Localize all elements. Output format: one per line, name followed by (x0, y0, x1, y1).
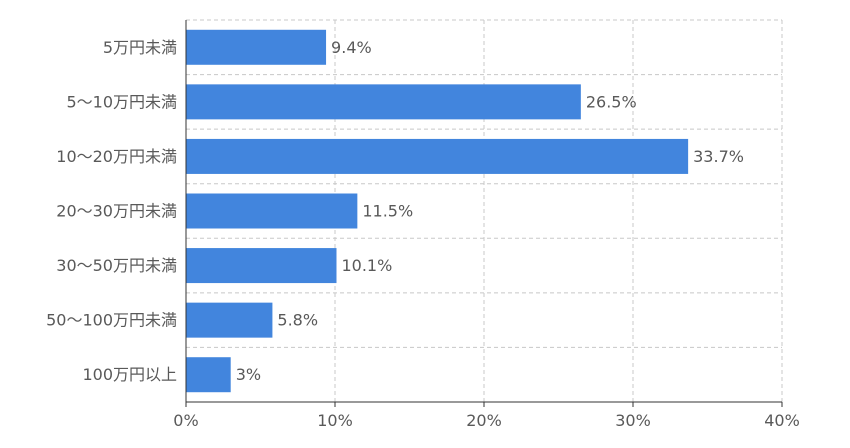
category-label: 10〜20万円未満 (56, 147, 177, 166)
axis-layer: 0% 10% 20% 30% 40% (173, 20, 800, 430)
x-tick-label: 30% (615, 411, 651, 430)
value-label: 3% (236, 365, 261, 384)
category-label: 20〜30万円未満 (56, 202, 177, 221)
bar (186, 193, 358, 229)
value-label: 26.5% (586, 92, 637, 111)
x-tick-label: 40% (764, 411, 800, 430)
bar (186, 84, 581, 120)
x-tick-label: 0% (173, 411, 198, 430)
x-tick-label: 20% (466, 411, 502, 430)
category-label: 100万円以上 (82, 365, 177, 384)
bar (186, 248, 337, 284)
bar (186, 302, 273, 338)
category-label: 5万円未満 (103, 38, 177, 57)
bar (186, 357, 231, 393)
value-label: 5.8% (277, 311, 318, 330)
bar (186, 138, 689, 174)
grid-layer (186, 19, 783, 402)
value-label: 11.5% (362, 202, 413, 221)
x-tick-label: 10% (317, 411, 353, 430)
label-layer: 5万円未満 9.4% 5〜10万円未満 26.5% 10〜20万円未満 33.7% 20〜3… (46, 38, 744, 384)
category-label: 30〜50万円未満 (56, 256, 177, 275)
value-label: 33.7% (693, 147, 744, 166)
value-label: 9.4% (331, 38, 372, 57)
bar (186, 29, 327, 65)
category-label: 5〜10万円未満 (66, 92, 177, 111)
value-label: 10.1% (341, 256, 392, 275)
category-label: 50〜100万円未満 (46, 311, 177, 330)
bar-layer (186, 29, 689, 393)
